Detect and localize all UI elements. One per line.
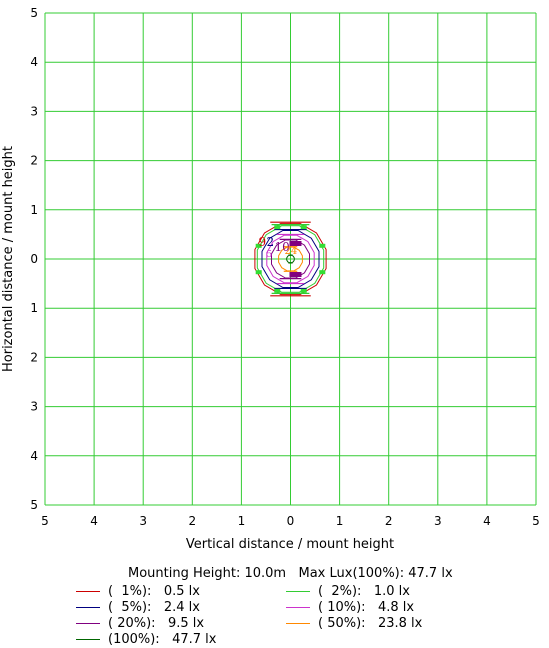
mounting-height-text: Mounting Height: 10.0m <box>128 566 287 581</box>
y-tick-label: 3 <box>30 400 38 414</box>
legend-swatch <box>76 639 100 640</box>
legend-swatch <box>286 623 310 624</box>
x-tick-label: 2 <box>385 514 393 528</box>
y-tick-label: 1 <box>30 301 38 315</box>
legend-item: ( 2%): 1.0 lx <box>286 584 410 600</box>
legend-percent: (100%): <box>108 632 160 647</box>
y-tick-label: 5 <box>30 6 38 20</box>
legend-percent: ( 1%): <box>108 584 152 599</box>
contour-1-percent <box>254 222 327 296</box>
contour-2-percent-marker <box>300 288 307 293</box>
y-tick-label: 2 <box>30 350 38 364</box>
x-tick-label: 2 <box>188 514 196 528</box>
contour-2-percent-marker <box>300 225 307 230</box>
y-tick-label: 5 <box>30 498 38 512</box>
legend-item: ( 20%): 9.5 lx <box>76 616 204 632</box>
contour-2-percent-marker <box>274 288 281 293</box>
contour-20-percent <box>271 239 310 279</box>
legend-value: 9.5 lx <box>167 616 205 631</box>
chart-grid <box>44 12 537 506</box>
legend-percent: ( 50%): <box>318 616 366 631</box>
legend-percent: ( 20%): <box>108 616 156 631</box>
y-tick-label: 2 <box>30 154 38 168</box>
info-line: Mounting Height: 10.0m Max Lux(100%): 47… <box>128 566 453 581</box>
x-tick-label: 5 <box>41 514 49 528</box>
x-tick-label: 5 <box>532 514 540 528</box>
contour-2-percent-marker <box>255 243 262 248</box>
contour-value-label: 10 <box>275 240 290 254</box>
legend-value: 1.0 lx <box>373 584 410 599</box>
x-tick-label: 4 <box>90 514 98 528</box>
legend-swatch <box>76 623 100 624</box>
contour-value-label: 2 <box>267 235 275 249</box>
x-tick-label: 1 <box>336 514 344 528</box>
legend-percent: ( 10%): <box>318 600 366 615</box>
x-tick-label: 3 <box>139 514 147 528</box>
y-axis-label: Horizontal distance / mount height <box>1 146 16 372</box>
max-lux-text: Max Lux(100%): 47.7 lx <box>298 566 453 581</box>
legend-swatch <box>286 607 310 608</box>
contour-2-percent-marker <box>255 270 262 275</box>
contour-lines <box>254 221 327 297</box>
legend-item: ( 10%): 4.8 lx <box>286 600 414 616</box>
contour-2-percent-marker <box>319 243 326 248</box>
legend-item: ( 1%): 0.5 lx <box>76 584 200 600</box>
legend-percent: ( 2%): <box>318 584 362 599</box>
legend-value: 0.5 lx <box>163 584 200 599</box>
legend-percent: ( 5%): <box>108 600 152 615</box>
legend-item: ( 5%): 2.4 lx <box>76 600 200 616</box>
y-tick-label: 0 <box>30 252 38 266</box>
contour-value-label: 24 <box>285 246 298 257</box>
x-tick-label: 0 <box>287 514 295 528</box>
legend-item: (100%): 47.7 lx <box>76 632 217 648</box>
contour-2-percent-marker <box>274 225 281 230</box>
contour-10-percent <box>266 234 315 284</box>
legend-item: ( 50%): 23.8 lx <box>286 616 422 632</box>
x-tick-label: 3 <box>434 514 442 528</box>
contour-value-label: 9 <box>259 235 267 249</box>
y-tick-label: 4 <box>30 449 38 463</box>
legend-swatch <box>76 591 100 592</box>
legend-swatch <box>76 607 100 608</box>
y-tick-label: 4 <box>30 55 38 69</box>
x-tick-label: 4 <box>483 514 491 528</box>
legend-value: 4.8 lx <box>377 600 415 615</box>
legend-swatch <box>286 591 310 592</box>
lamp-marker-bottom <box>289 272 302 277</box>
contour-value-label: 5 <box>267 250 273 260</box>
x-axis-label: Vertical distance / mount height <box>186 537 394 552</box>
y-tick-label: 3 <box>30 104 38 118</box>
lamp-marker-top <box>289 241 302 246</box>
legend-value: 47.7 lx <box>172 632 217 647</box>
x-tick-label: 1 <box>238 514 246 528</box>
contour-5-percent <box>261 230 320 288</box>
y-tick-label: 1 <box>30 203 38 217</box>
contour-2-percent <box>256 225 325 293</box>
legend-value: 23.8 lx <box>377 616 423 631</box>
legend-value: 2.4 lx <box>163 600 200 615</box>
contour-2-percent-marker <box>319 270 326 275</box>
